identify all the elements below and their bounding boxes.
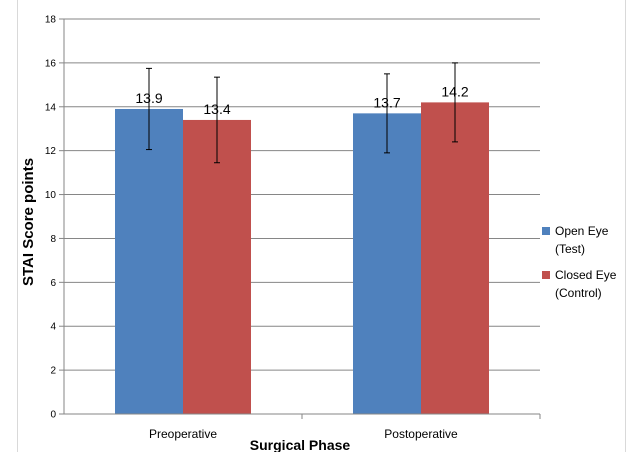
legend-item-open-eye: Open Eye (Test) bbox=[542, 222, 626, 258]
error-bars bbox=[146, 62, 458, 164]
data-labels: 13.9 13.4 13.7 14.2 bbox=[135, 83, 468, 117]
bar bbox=[183, 119, 251, 414]
bar bbox=[353, 113, 421, 414]
y-tick-label: 2 bbox=[50, 366, 56, 377]
legend-label-closed-eye: Closed Eye (Control) bbox=[555, 268, 617, 300]
legend-swatch-open-eye bbox=[542, 227, 550, 235]
y-axis-ticks: 0 2 4 6 8 10 12 14 16 18 bbox=[45, 15, 64, 421]
x-category-label: Postoperative bbox=[384, 427, 458, 441]
y-tick-label: 12 bbox=[45, 146, 57, 157]
legend-swatch-closed-eye bbox=[542, 271, 550, 279]
x-category-label: Preoperative bbox=[149, 427, 217, 441]
y-tick-label: 0 bbox=[50, 410, 56, 421]
y-tick-label: 4 bbox=[50, 322, 56, 333]
bar bbox=[115, 108, 183, 414]
y-tick-label: 16 bbox=[45, 58, 57, 69]
y-axis-label: STAI Score points bbox=[20, 158, 37, 286]
data-label: 14.2 bbox=[441, 83, 468, 99]
legend-label-open-eye: Open Eye (Test) bbox=[555, 224, 609, 256]
y-tick-label: 10 bbox=[45, 190, 57, 201]
y-tick-label: 8 bbox=[50, 234, 56, 245]
bar bbox=[421, 102, 489, 414]
chart-frame bbox=[17, 0, 626, 452]
data-label: 13.7 bbox=[373, 94, 400, 110]
y-tick-label: 6 bbox=[50, 278, 56, 289]
data-label: 13.9 bbox=[135, 90, 162, 106]
y-tick-label: 14 bbox=[45, 102, 57, 113]
y-tick-label: 18 bbox=[45, 15, 57, 26]
x-axis-label: Surgical Phase bbox=[250, 437, 351, 452]
legend-item-closed-eye: Closed Eye (Control) bbox=[542, 266, 626, 302]
data-label: 13.4 bbox=[203, 101, 230, 117]
legend: Open Eye (Test) Closed Eye (Control) bbox=[542, 222, 626, 310]
x-axis-categories: Preoperative Postoperative bbox=[149, 414, 541, 441]
bars bbox=[115, 102, 489, 414]
